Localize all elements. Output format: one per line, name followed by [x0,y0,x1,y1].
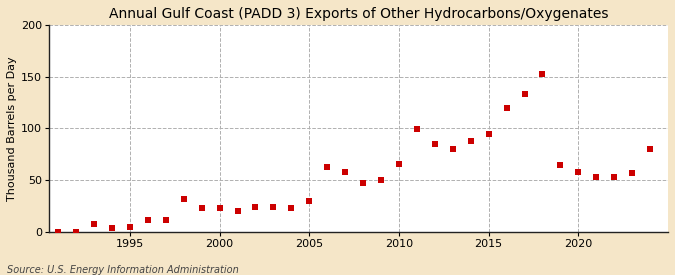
Y-axis label: Thousand Barrels per Day: Thousand Barrels per Day [7,56,17,201]
Text: Source: U.S. Energy Information Administration: Source: U.S. Energy Information Administ… [7,265,238,275]
Title: Annual Gulf Coast (PADD 3) Exports of Other Hydrocarbons/Oxygenates: Annual Gulf Coast (PADD 3) Exports of Ot… [109,7,608,21]
